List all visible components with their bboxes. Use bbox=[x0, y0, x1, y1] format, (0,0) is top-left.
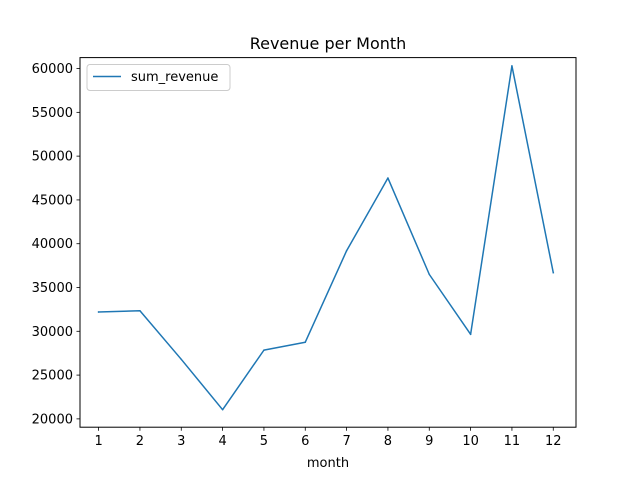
y-tick-label: 60000 bbox=[32, 62, 73, 77]
data-point bbox=[180, 358, 183, 361]
x-tick-label: 6 bbox=[301, 434, 309, 449]
plot-area-frame bbox=[79, 57, 577, 428]
chart-title: Revenue per Month bbox=[250, 34, 407, 53]
x-axis-ticks: 1 2 3 4 5 6 7 8 9 10 11 12 bbox=[94, 427, 562, 449]
y-tick-label: 25000 bbox=[32, 369, 73, 384]
y-tick-label: 55000 bbox=[32, 106, 73, 121]
x-tick-label: 7 bbox=[342, 434, 350, 449]
data-point bbox=[552, 271, 555, 274]
x-tick-label: 10 bbox=[462, 434, 479, 449]
data-point bbox=[469, 333, 472, 336]
x-tick-label: 9 bbox=[425, 434, 433, 449]
x-tick-label: 11 bbox=[504, 434, 521, 449]
legend-box bbox=[86, 64, 231, 91]
y-tick-label: 45000 bbox=[32, 193, 73, 208]
x-tick-label: 2 bbox=[136, 434, 144, 449]
series-line-sum_revenue bbox=[97, 65, 555, 411]
data-point bbox=[428, 273, 431, 276]
x-tick-label: 12 bbox=[545, 434, 562, 449]
x-axis-label: month bbox=[307, 456, 349, 471]
data-point bbox=[304, 341, 307, 343]
y-tick-label: 35000 bbox=[32, 281, 73, 296]
data-point bbox=[511, 65, 513, 67]
y-tick-label: 20000 bbox=[32, 412, 73, 427]
data-point bbox=[387, 177, 389, 179]
data-point bbox=[345, 249, 348, 252]
x-tick-label: 4 bbox=[218, 434, 226, 449]
x-tick-label: 5 bbox=[260, 434, 268, 449]
y-tick-label: 50000 bbox=[32, 150, 73, 165]
data-point bbox=[97, 311, 100, 313]
y-axis-ticks: 20000 25000 30000 35000 40000 45000 50000 55000… bbox=[32, 62, 80, 427]
data-point bbox=[221, 408, 224, 411]
x-tick-label: 3 bbox=[177, 434, 185, 449]
y-tick-label: 30000 bbox=[32, 325, 73, 340]
legend: sum_revenue bbox=[86, 64, 231, 91]
x-tick-label: 1 bbox=[94, 434, 102, 449]
series-layer bbox=[97, 65, 555, 411]
x-tick-label: 8 bbox=[384, 434, 392, 449]
y-tick-label: 40000 bbox=[32, 237, 73, 252]
legend-label: sum_revenue bbox=[131, 70, 218, 85]
data-point bbox=[263, 349, 265, 351]
data-point bbox=[139, 309, 141, 312]
